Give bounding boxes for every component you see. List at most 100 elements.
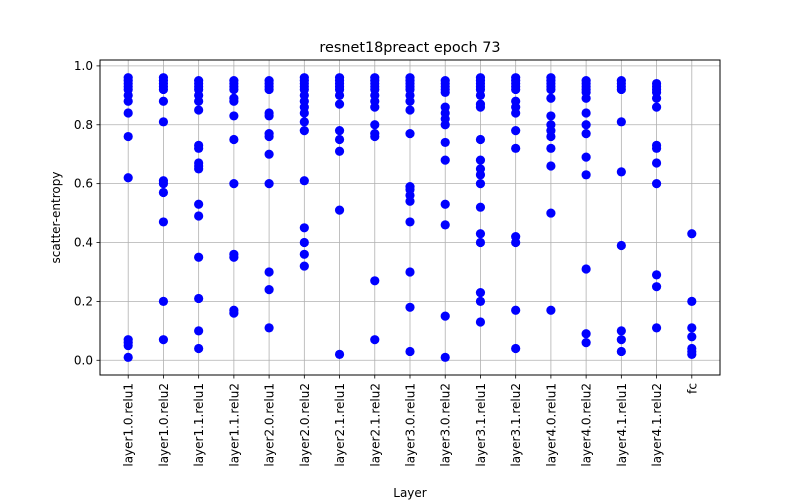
data-point	[546, 131, 556, 142]
data-point	[475, 202, 486, 212]
data-point	[405, 96, 415, 106]
data-point	[651, 93, 662, 103]
data-point	[405, 267, 415, 277]
data-point	[229, 96, 239, 106]
data-point	[123, 96, 133, 106]
data-point	[194, 96, 204, 106]
data-point	[651, 102, 662, 112]
data-point	[405, 196, 415, 206]
x-tick-label: layer3.1.relu1	[474, 383, 488, 467]
data-point	[299, 108, 309, 118]
x-tick-label: layer2.1.relu2	[368, 383, 382, 467]
x-tick-label: layer1.1.relu1	[192, 383, 206, 467]
data-point	[264, 111, 274, 121]
data-points	[123, 73, 697, 362]
data-point	[475, 296, 486, 307]
data-point	[158, 187, 169, 198]
data-point	[158, 179, 169, 189]
y-tick-label: 0.8	[74, 118, 93, 132]
data-point	[475, 90, 486, 100]
data-point	[194, 252, 204, 262]
x-tick-label: layer2.0.relu1	[263, 383, 277, 467]
data-point	[475, 155, 486, 165]
data-point	[651, 323, 662, 333]
data-point	[264, 323, 274, 333]
data-point	[581, 120, 591, 130]
data-point	[299, 237, 309, 248]
data-point	[616, 240, 626, 251]
data-point	[158, 84, 169, 95]
data-point	[370, 131, 380, 142]
data-point	[511, 84, 521, 95]
data-point	[475, 179, 486, 189]
data-point	[511, 237, 521, 248]
data-point	[440, 137, 450, 148]
data-point	[546, 93, 556, 103]
data-point	[511, 143, 521, 153]
data-point	[616, 346, 626, 357]
data-point	[123, 108, 133, 118]
y-tick-label: 0.2	[74, 294, 93, 308]
data-point	[546, 143, 556, 153]
x-tick-label: layer3.0.relu1	[404, 383, 418, 467]
data-point	[440, 311, 450, 321]
data-point	[299, 176, 309, 186]
data-point	[299, 126, 309, 136]
data-point	[687, 229, 697, 239]
data-point	[475, 229, 486, 239]
data-point	[616, 117, 626, 127]
data-point	[651, 158, 662, 168]
data-point	[475, 237, 486, 248]
chart-title: resnet18preact epoch 73	[319, 40, 500, 56]
data-point	[229, 134, 239, 145]
data-point	[687, 296, 697, 307]
data-point	[123, 352, 133, 362]
x-tick-label: layer1.0.relu2	[157, 383, 171, 467]
data-point	[651, 143, 662, 153]
data-point	[440, 199, 450, 209]
x-tick-label: fc	[685, 383, 699, 394]
data-point	[546, 305, 556, 315]
data-point	[581, 108, 591, 118]
data-point	[511, 126, 521, 136]
data-point	[581, 93, 591, 103]
x-tick-label: layer1.1.relu2	[227, 383, 241, 467]
data-point	[546, 84, 556, 95]
data-point	[194, 105, 204, 115]
data-point	[405, 217, 415, 227]
data-point	[158, 96, 169, 106]
data-point	[123, 173, 133, 183]
data-point	[581, 152, 591, 162]
data-point	[264, 149, 274, 159]
data-point	[511, 343, 521, 354]
data-point	[475, 134, 486, 145]
data-point	[405, 302, 415, 312]
data-point	[475, 317, 486, 327]
data-point	[370, 120, 380, 130]
data-point	[264, 267, 274, 277]
data-point	[334, 99, 345, 109]
data-point	[264, 131, 274, 142]
data-point	[616, 84, 626, 95]
data-point	[616, 167, 626, 177]
data-point	[440, 352, 450, 362]
data-point	[511, 305, 521, 315]
data-point	[616, 326, 626, 336]
data-point	[334, 134, 345, 145]
y-tick-label: 0.6	[74, 177, 93, 191]
data-point	[264, 84, 274, 95]
data-point	[405, 128, 415, 139]
data-point	[475, 170, 486, 180]
y-axis-label: scatter-entropy	[49, 172, 63, 264]
x-tick-label: layer4.0.relu1	[544, 383, 558, 467]
data-point	[158, 217, 169, 227]
data-point	[616, 335, 626, 345]
data-point	[194, 343, 204, 354]
data-point	[370, 335, 380, 345]
data-point	[405, 346, 415, 357]
y-axis-ticks: 0.0 0.2 0.4 0.6 0.8 1.0	[74, 59, 100, 367]
x-tick-label: layer4.1.relu1	[615, 383, 629, 467]
data-point	[687, 349, 697, 359]
